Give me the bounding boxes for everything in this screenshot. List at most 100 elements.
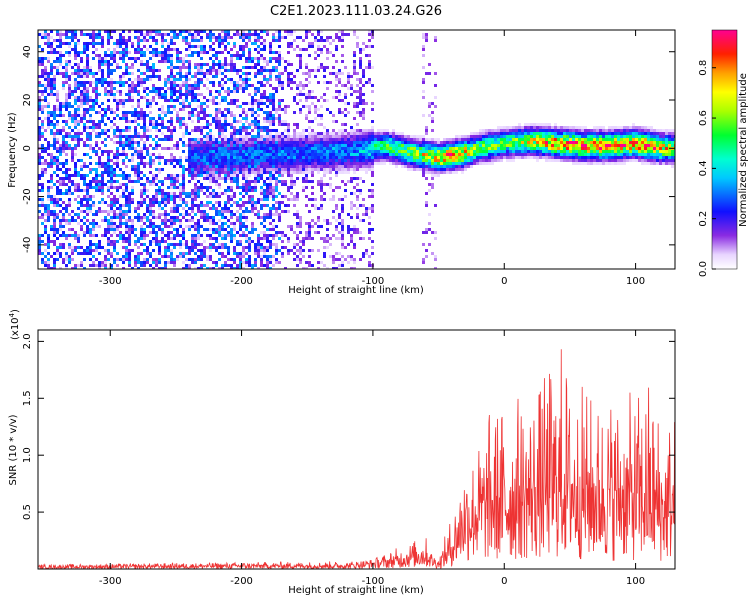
heatmap-cell <box>341 240 344 243</box>
heatmap-cell <box>251 168 254 171</box>
heatmap-cell <box>278 231 281 234</box>
heatmap-cell <box>116 141 119 144</box>
heatmap-cell <box>122 183 125 186</box>
heatmap-cell <box>311 249 314 252</box>
heatmap-cell <box>161 60 164 63</box>
heatmap-cell <box>173 66 176 69</box>
heatmap-cell <box>347 261 350 264</box>
heatmap-cell <box>296 93 299 96</box>
heatmap-cell <box>242 210 245 213</box>
heatmap-cell <box>332 141 335 144</box>
heatmap-cell <box>254 63 257 66</box>
heatmap-cell <box>170 123 173 126</box>
heatmap-cell <box>119 258 122 261</box>
heatmap-cell <box>116 153 119 156</box>
heatmap-cell <box>311 186 314 189</box>
heatmap-cell <box>146 75 149 78</box>
heatmap-cell <box>194 63 197 66</box>
heatmap-cell <box>341 231 344 234</box>
heatmap-cell <box>218 144 221 147</box>
heatmap-cell <box>86 228 89 231</box>
heatmap-cell <box>101 189 104 192</box>
heatmap-cell <box>242 165 245 168</box>
heatmap-cell <box>212 243 215 246</box>
heatmap-cell <box>281 234 284 237</box>
heatmap-cell <box>257 72 260 75</box>
heatmap-cell <box>395 153 398 156</box>
heatmap-cell <box>260 30 263 33</box>
heatmap-cell <box>305 171 308 174</box>
heatmap-cell <box>218 69 221 72</box>
heatmap-cell <box>191 39 194 42</box>
heatmap-cell <box>86 54 89 57</box>
heatmap-cell <box>89 180 92 183</box>
heatmap-cell <box>209 228 212 231</box>
heatmap-cell <box>221 36 224 39</box>
heatmap-cell <box>50 180 53 183</box>
heatmap-cell <box>65 123 68 126</box>
heatmap-cell <box>323 66 326 69</box>
heatmap-cell <box>326 87 329 90</box>
heatmap-cell <box>107 267 110 269</box>
heatmap-cell <box>269 99 272 102</box>
heatmap-cell <box>152 36 155 39</box>
heatmap-cell <box>368 60 371 63</box>
heatmap-cell <box>215 201 218 204</box>
heatmap-cell <box>272 120 275 123</box>
heatmap-cell <box>164 177 167 180</box>
heatmap-cell <box>188 144 191 147</box>
heatmap-cell <box>278 141 281 144</box>
heatmap-cell <box>110 198 113 201</box>
heatmap-cell <box>239 204 242 207</box>
heatmap-cell <box>272 135 275 138</box>
heatmap-cell <box>110 93 113 96</box>
heatmap-cell <box>65 132 68 135</box>
heatmap-cell <box>47 267 50 269</box>
heatmap-cell <box>44 69 47 72</box>
heatmap-cell <box>365 138 368 141</box>
heatmap-cell <box>191 150 194 153</box>
heatmap-cell <box>101 246 104 249</box>
heatmap-cell <box>197 255 200 258</box>
heatmap-cell <box>290 153 293 156</box>
heatmap-cell <box>326 156 329 159</box>
heatmap-cell <box>155 177 158 180</box>
heatmap-cell <box>263 42 266 45</box>
heatmap-cell <box>92 45 95 48</box>
heatmap-cell <box>185 99 188 102</box>
heatmap-cell <box>242 225 245 228</box>
heatmap-cell <box>62 54 65 57</box>
heatmap-cell <box>251 144 254 147</box>
heatmap-cell <box>203 177 206 180</box>
heatmap-cell <box>212 42 215 45</box>
heatmap-cell <box>188 42 191 45</box>
heatmap-cell <box>47 81 50 84</box>
heatmap-cell <box>326 51 329 54</box>
heatmap-cell <box>92 99 95 102</box>
heatmap-cell <box>194 237 197 240</box>
heatmap-cell <box>137 132 140 135</box>
heatmap-cell <box>251 141 254 144</box>
heatmap-cell <box>47 252 50 255</box>
heatmap-cell <box>92 225 95 228</box>
heatmap-cell <box>116 51 119 54</box>
heatmap-cell <box>203 156 206 159</box>
heatmap-cell <box>239 216 242 219</box>
heatmap-cell <box>56 99 59 102</box>
heatmap-cell <box>242 261 245 264</box>
heatmap-cell <box>260 126 263 129</box>
heatmap-cell <box>251 135 254 138</box>
heatmap-cell <box>92 126 95 129</box>
heatmap-cell <box>119 93 122 96</box>
heatmap-cell <box>47 72 50 75</box>
heatmap-cell <box>218 183 221 186</box>
heatmap-cell <box>68 75 71 78</box>
heatmap-cell <box>194 30 197 33</box>
heatmap-cell <box>212 231 215 234</box>
heatmap-cell <box>371 144 374 147</box>
heatmap-cell <box>101 114 104 117</box>
heatmap-cell <box>230 156 233 159</box>
heatmap-cell <box>50 72 53 75</box>
heatmap-cell <box>44 243 47 246</box>
heatmap-cell <box>122 114 125 117</box>
